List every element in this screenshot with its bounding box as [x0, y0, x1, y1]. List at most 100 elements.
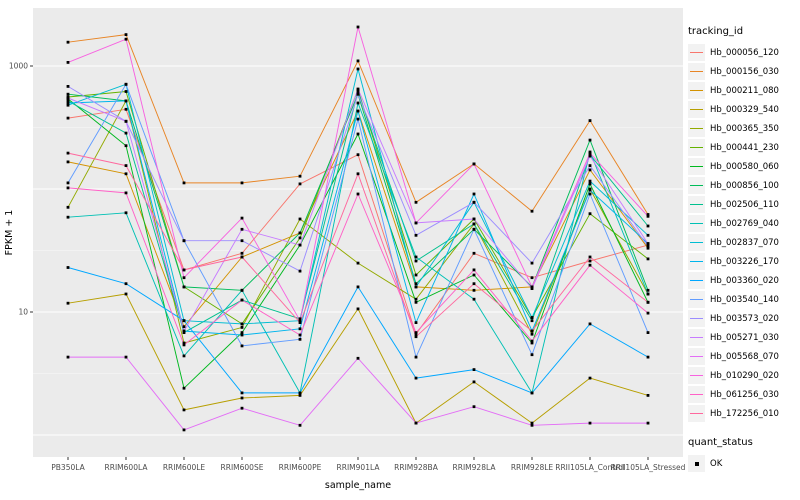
y-axis-title: FPKM + 1 [4, 210, 15, 256]
legend-entry-label: Hb_000211_080 [710, 85, 779, 96]
legend-title-tracking-id: tracking_id [688, 26, 744, 37]
legend-entry: Hb_000329_540 [688, 100, 800, 119]
legend-key [688, 120, 705, 137]
legend-entry: Hb_005568_070 [688, 347, 800, 366]
legend-entry: Hb_061256_030 [688, 385, 800, 404]
legend-key-line-icon [690, 146, 703, 149]
legend-key-line-icon [690, 89, 703, 92]
legend-entry: Hb_003540_140 [688, 290, 800, 309]
legend-key [688, 196, 705, 213]
legend-key [688, 82, 705, 99]
legend-entry-label: Hb_002506_110 [710, 199, 779, 210]
legend-key [688, 272, 705, 289]
x-tick-label: RRIM600SE [221, 463, 264, 472]
legend-entry: Hb_003226_170 [688, 252, 800, 271]
legend-entry-label: Hb_003360_020 [710, 275, 779, 286]
legend-entry: Hb_002769_040 [688, 214, 800, 233]
legend-entry-label: Hb_000441_230 [710, 142, 779, 153]
legend-entry: Hb_000441_230 [688, 138, 800, 157]
legend-key-line-icon [690, 127, 703, 130]
legend-key-line-icon [690, 165, 703, 168]
legend-key-line-icon [690, 241, 703, 244]
x-tick-label: RRIM600PE [279, 463, 322, 472]
legend: tracking_id Hb_000056_120 Hb_000156_030 Hb… [688, 26, 800, 473]
legend-key-line-icon [690, 336, 703, 339]
legend-key-line-icon [690, 298, 703, 301]
legend-entry-label: Hb_002769_040 [710, 218, 779, 229]
legend-key-line-icon [690, 222, 703, 225]
legend-entry: Hb_000056_120 [688, 43, 800, 62]
x-tick-label: RRIM901LA [337, 463, 381, 472]
legend-key [688, 386, 705, 403]
legend-key-line-icon [690, 412, 703, 415]
legend-title-quant-status: quant_status [688, 437, 753, 448]
legend-key-line-icon [690, 51, 703, 54]
x-tick-label: RRIM928BA [394, 463, 439, 472]
legend-key-line-icon [690, 374, 703, 377]
legend-key-line-icon [690, 317, 703, 320]
legend-key [688, 177, 705, 194]
legend-key-line-icon [690, 184, 703, 187]
legend-entry-label: Hb_003573_020 [710, 313, 779, 324]
legend-entry: Hb_000211_080 [688, 81, 800, 100]
legend-key [688, 234, 705, 251]
legend-entry-label: Hb_000856_100 [710, 180, 779, 191]
legend-key [688, 139, 705, 156]
plot-panel [33, 8, 683, 457]
x-tick-label: RRII105LA_Stressed [611, 463, 686, 472]
black-square-point-icon [694, 461, 699, 466]
legend-key-line-icon [690, 70, 703, 73]
legend-key [688, 291, 705, 308]
legend-entry-label: Hb_000056_120 [710, 47, 779, 58]
x-axis-title: sample_name [325, 480, 391, 491]
legend-entries: Hb_000056_120 Hb_000156_030 Hb_000211_080 H… [688, 43, 800, 423]
y-tick-label: 10 [18, 308, 28, 317]
data-points [66, 25, 650, 432]
legend-key [688, 348, 705, 365]
legend-quant-entries: OK [688, 454, 800, 473]
legend-entry-label: Hb_002837_070 [710, 237, 779, 248]
x-tick-label: RRIM600LA [105, 463, 149, 472]
y-tick-label: 1000 [9, 62, 28, 71]
legend-key [688, 253, 705, 270]
legend-quant-label: OK [710, 458, 723, 469]
legend-quant-entry: OK [688, 454, 800, 473]
legend-key [688, 158, 705, 175]
legend-key [688, 101, 705, 118]
legend-entry: Hb_002506_110 [688, 195, 800, 214]
legend-key-line-icon [690, 355, 703, 358]
legend-key-line-icon [690, 108, 703, 111]
x-tick-label: RRII105LA_Control [555, 463, 625, 472]
legend-entry-label: Hb_003226_170 [710, 256, 779, 267]
legend-entry-label: Hb_005568_070 [710, 351, 779, 362]
legend-entry: Hb_000156_030 [688, 62, 800, 81]
legend-quant-status-block: quant_status OK [688, 437, 800, 473]
legend-key [688, 215, 705, 232]
x-tick-label: RRIM600LE [163, 463, 206, 472]
legend-key [688, 405, 705, 422]
legend-key [688, 367, 705, 384]
legend-entry-label: Hb_000580_060 [710, 161, 779, 172]
legend-entry-label: Hb_061256_030 [710, 389, 779, 400]
legend-entry-label: Hb_172256_010 [710, 408, 779, 419]
legend-key-line-icon [690, 203, 703, 206]
legend-entry: Hb_003573_020 [688, 309, 800, 328]
legend-key [688, 63, 705, 80]
legend-key [688, 329, 705, 346]
legend-entry: Hb_000580_060 [688, 157, 800, 176]
legend-key [688, 310, 705, 327]
legend-entry: Hb_000856_100 [688, 176, 800, 195]
legend-entry-label: Hb_000156_030 [710, 66, 779, 77]
legend-entry: Hb_002837_070 [688, 233, 800, 252]
legend-entry: Hb_010290_020 [688, 366, 800, 385]
legend-entry: Hb_172256_010 [688, 404, 800, 423]
legend-entry: Hb_003360_020 [688, 271, 800, 290]
x-axis: PB350LA RRIM600LA RRIM600LE RRIM600SE RRIM60… [51, 457, 686, 472]
y-axis: 1000 10 [9, 62, 33, 317]
legend-entry: Hb_005271_030 [688, 328, 800, 347]
legend-key [688, 44, 705, 61]
legend-entry-label: Hb_000365_350 [710, 123, 779, 134]
